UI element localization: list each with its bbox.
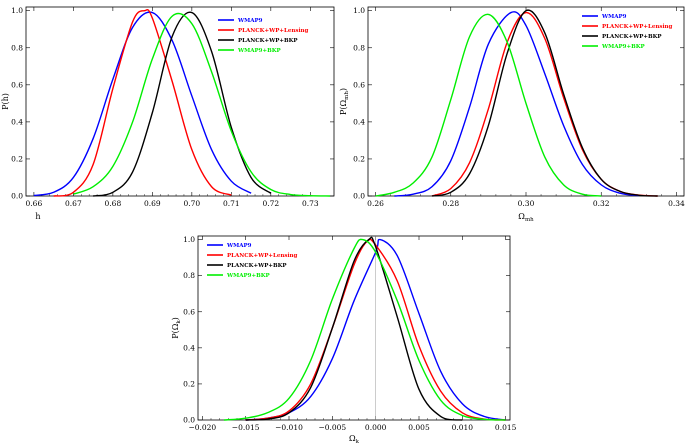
series-line: [431, 11, 658, 197]
chart-panel-h: 0.66 0.67 0.68 0.69 0.70 0.71 0.72 0.73 0.0 0.2 0.…: [1, 6, 335, 221]
y-tick-label: 0.0: [183, 416, 195, 425]
x-tick-label: −0.010: [275, 423, 303, 432]
y-tick-label: 0.4: [183, 343, 195, 352]
x-tick-label: 0.32: [593, 199, 610, 208]
y-tick-label: 1.0: [353, 6, 365, 15]
legend-label: PLANCK+WP+BKP: [602, 34, 662, 40]
y-tick-label: 0.8: [11, 43, 23, 52]
series-line: [73, 12, 331, 197]
legend-label: PLANCK+WP+BKP: [238, 38, 298, 44]
chart-panel-omega-mh: 0.26 0.28 0.30 0.32 0.34 0.0 0.2 0.4 0.6 0.8 1.0 Ωm…: [339, 6, 685, 223]
y-axis-label: P(h): [1, 93, 10, 110]
x-tick-label: 0.67: [65, 199, 82, 208]
x-tick-label: 0.66: [26, 199, 43, 208]
x-axis-label: Ωmh: [518, 212, 534, 223]
legend-label: WMAP9: [226, 243, 252, 249]
series-line: [431, 9, 658, 197]
legend-label: PLANCK+WP+Lensing: [602, 24, 673, 30]
y-tick-label: 0.0: [11, 192, 23, 201]
y-tick-label: 0.2: [11, 154, 23, 163]
x-tick-label: 0.000: [365, 423, 387, 432]
y-tick-label: 0.0: [353, 192, 365, 201]
chart-panel-omega-k: −0.020 −0.015 −0.010 −0.005 0.000 0.005 0.010 0…: [171, 235, 517, 445]
y-axis-label: P(Ωk): [171, 317, 182, 339]
x-tick-label: −0.020: [188, 423, 216, 432]
x-axis-label: h: [35, 212, 40, 221]
series-line: [33, 11, 252, 197]
x-tick-label: 0.26: [367, 199, 384, 208]
x-tick-label: −0.015: [232, 423, 260, 432]
y-tick-label: 0.8: [183, 271, 195, 280]
series-line: [375, 13, 602, 197]
y-axis-label: P(Ωmh): [339, 88, 350, 115]
legend-label: PLANCK+WP+Lensing: [238, 28, 309, 34]
plot-frame: [197, 235, 511, 421]
legend-label: WMAP9+BKP: [237, 48, 281, 54]
x-tick-label: 0.70: [183, 199, 200, 208]
x-tick-label: 0.005: [408, 423, 430, 432]
x-tick-label: 0.73: [302, 199, 319, 208]
x-tick-label: 0.72: [262, 199, 279, 208]
x-tick-label: −0.005: [318, 423, 346, 432]
y-tick-label: 0.4: [353, 117, 365, 126]
y-tick-label: 0.4: [11, 117, 23, 126]
x-tick-label: 0.28: [442, 199, 459, 208]
y-tick-label: 0.6: [183, 307, 195, 316]
series-line: [245, 238, 506, 421]
series-line: [394, 11, 639, 197]
x-tick-label: 0.71: [223, 199, 240, 208]
series-line: [93, 11, 272, 197]
series-line: [53, 8, 232, 197]
y-tick-label: 0.8: [353, 43, 365, 52]
legend-label: WMAP9+BKP: [226, 273, 270, 279]
legend-label: WMAP9+BKP: [601, 44, 645, 50]
y-tick-label: 0.6: [353, 80, 365, 89]
legend-label: PLANCK+WP+Lensing: [227, 253, 298, 259]
x-tick-label: 0.68: [105, 199, 122, 208]
y-tick-label: 1.0: [11, 6, 23, 15]
x-tick-label: 0.30: [518, 199, 535, 208]
legend-label: WMAP9: [237, 18, 263, 24]
x-tick-label: 0.015: [495, 423, 517, 432]
series-line: [223, 238, 506, 421]
series-line: [245, 236, 463, 421]
x-axis-label: Ωk: [349, 434, 360, 445]
y-tick-label: 0.6: [11, 80, 23, 89]
legend-label: PLANCK+WP+BKP: [227, 263, 287, 269]
x-tick-label: 0.34: [668, 199, 685, 208]
legend-label: WMAP9: [601, 14, 627, 20]
x-tick-label: 0.010: [452, 423, 474, 432]
y-tick-label: 1.0: [183, 235, 195, 244]
y-tick-label: 0.2: [183, 379, 195, 388]
y-tick-label: 0.2: [353, 154, 365, 163]
plot-frame: [25, 6, 335, 197]
x-tick-label: 0.69: [144, 199, 161, 208]
